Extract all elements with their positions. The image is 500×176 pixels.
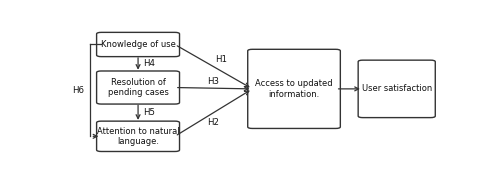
Text: Access to updated
information.: Access to updated information.	[255, 79, 333, 99]
Text: H2: H2	[208, 118, 220, 127]
Text: Attention to natural
language.: Attention to natural language.	[97, 127, 180, 146]
Text: H1: H1	[215, 55, 227, 64]
FancyBboxPatch shape	[96, 121, 180, 152]
Text: User satisfaction: User satisfaction	[362, 84, 432, 93]
Text: Resolution of
pending cases: Resolution of pending cases	[108, 78, 168, 97]
FancyBboxPatch shape	[96, 32, 180, 57]
FancyBboxPatch shape	[248, 49, 340, 128]
Text: H3: H3	[208, 77, 220, 86]
FancyBboxPatch shape	[96, 71, 180, 104]
Text: H4: H4	[142, 59, 154, 68]
Text: H5: H5	[142, 108, 154, 117]
FancyBboxPatch shape	[358, 60, 436, 118]
Text: Knowledge of use: Knowledge of use	[100, 40, 176, 49]
Text: H6: H6	[72, 86, 85, 95]
